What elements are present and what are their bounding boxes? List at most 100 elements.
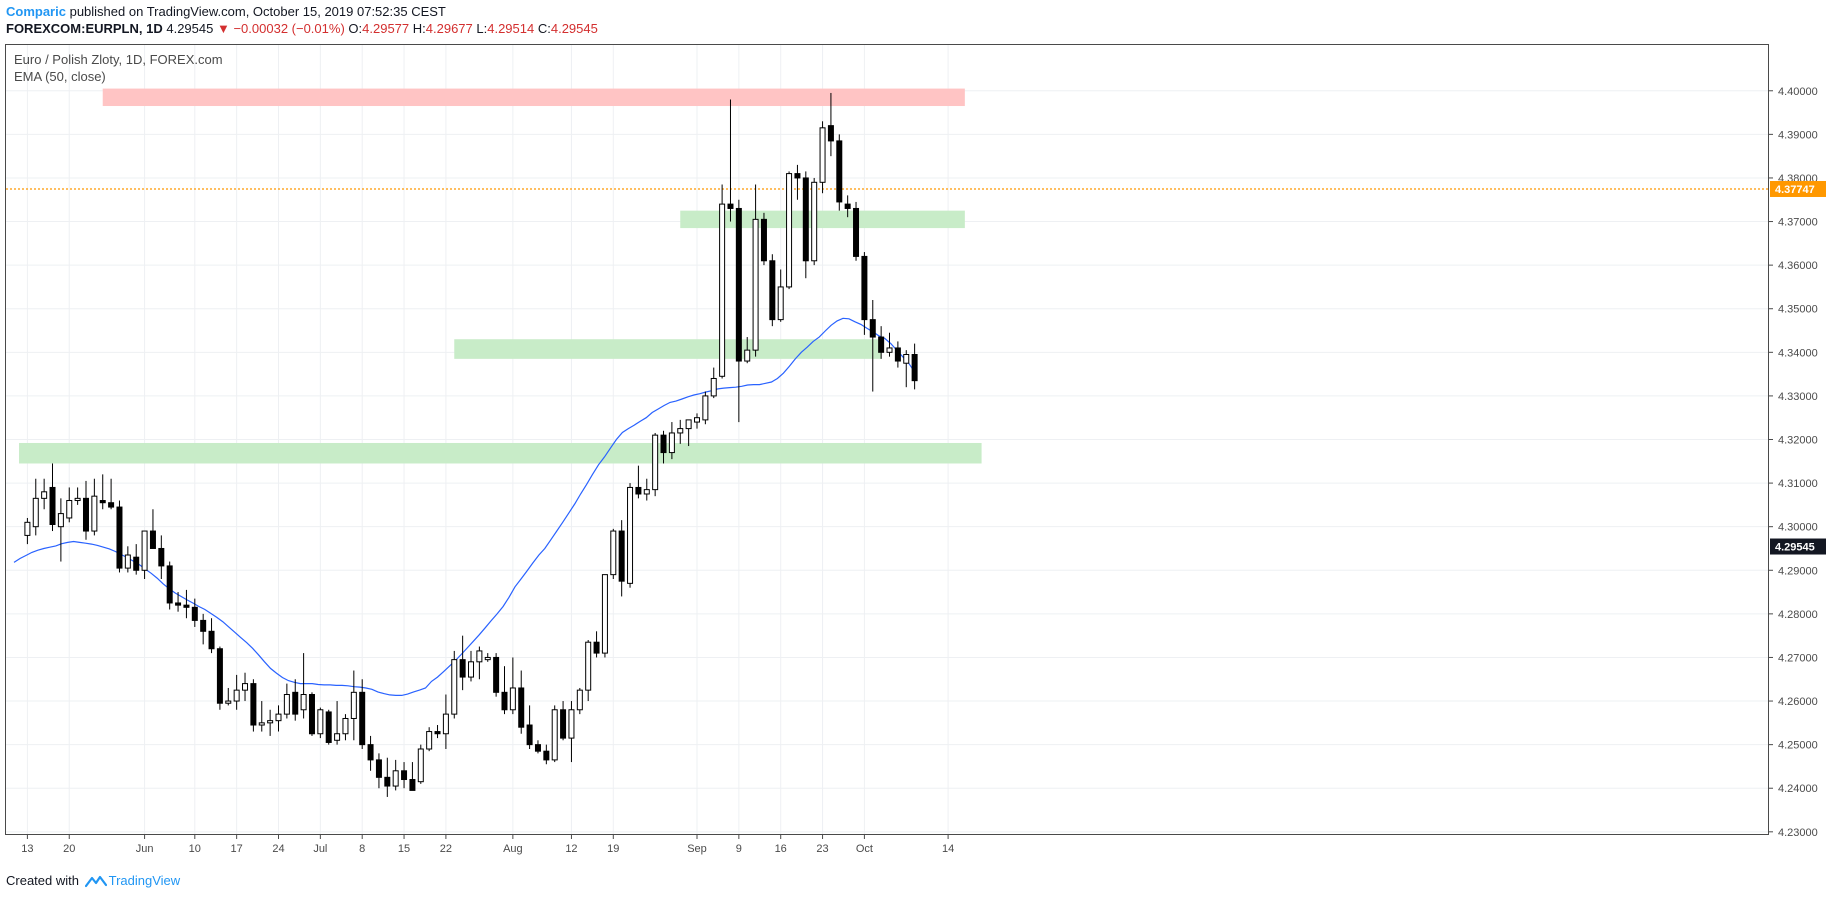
candle [618,520,625,597]
candle-body-up [576,689,583,711]
candle [359,679,366,749]
low-label: L: [476,21,488,36]
x-tick-label: 17 [231,843,243,855]
candle [601,574,608,658]
symbol-ohlc-line: FOREXCOM:EURPLN, 1D 4.29545 ▼ −0.00032 (… [6,21,598,36]
candle-body-down [191,606,198,621]
candle-body-down [635,486,642,495]
candle-body-up [342,717,349,735]
candle-body-down [878,336,885,353]
candle-body-up [643,489,650,495]
candle [752,184,759,357]
candle [66,487,73,523]
x-tick-label: Oct [856,843,873,855]
candle [57,498,64,562]
candle [886,332,893,357]
candle-body-up [141,530,148,571]
candle [911,343,918,390]
candle-body-down [853,207,860,257]
y-tick-label: 4.32000 [1778,435,1818,447]
open-label: O: [348,21,363,36]
candle [459,635,466,691]
y-tick-label: 4.34000 [1778,347,1818,359]
candle [827,92,834,157]
time-axis[interactable]: 13 20 Jun 10 17 24 Jul 8 15 22 Aug 12 19 Sep 9 16 23 Oct 1… [21,834,954,855]
candle [484,653,491,662]
candle-body-down [543,750,550,761]
zone-resistance [102,88,965,107]
candle [534,740,541,754]
candle-body-up [585,641,592,691]
zone-support-low [19,442,982,464]
price-zones [19,88,982,464]
candle [384,757,391,797]
candle [32,478,39,536]
candle-body-up [225,700,232,704]
candle [292,679,299,721]
candle-body-down [660,434,667,454]
candle-body-up [275,713,282,722]
candle-body-down [401,770,408,781]
candle-body-down [769,260,776,321]
candle-body-down [250,683,257,726]
candle [501,666,508,715]
candle [568,701,575,763]
candle [643,478,650,501]
candle-body-up [610,530,617,576]
footer: Created with TradingView [6,873,180,888]
x-tick-label: 24 [272,843,284,855]
candle [853,201,860,261]
candle-body-down [208,630,215,650]
candle [308,692,315,736]
candle [99,474,106,510]
tradingview-link[interactable]: TradingView [108,873,181,888]
candle [250,679,257,732]
price-chart[interactable]: 4.400004.390004.380004.370004.360004.350… [0,0,1828,870]
x-tick-label: 14 [942,843,954,855]
candle-body-down [501,691,508,711]
candle-body-down [359,691,366,746]
hline-price-badge [1770,180,1826,197]
candle-body-up [74,497,81,502]
candle-body-down [158,547,165,567]
open-value: 4.29577 [362,21,410,36]
candle-body-down [911,353,918,382]
candle [417,744,424,784]
published-text: published on TradingView.com, October 15… [69,4,446,19]
publisher-name[interactable]: Comparic [6,4,66,19]
candle [794,164,801,200]
close-value: 4.29545 [550,21,598,36]
y-tick-label: 4.37000 [1778,217,1818,229]
last-price: 4.29545 [166,21,214,36]
candle [760,212,767,266]
candle [158,535,165,579]
candle-body-up [124,554,131,569]
candle [133,544,140,575]
candle [551,705,558,763]
candle-body-up [442,713,449,735]
price-change: ▼ −0.00032 (−0.01%) [216,21,345,36]
y-tick-label: 4.30000 [1778,522,1818,534]
candle [468,650,475,682]
candle [560,701,567,741]
candle [116,500,123,573]
candle [275,705,282,732]
candle [392,759,399,791]
x-tick-label: 9 [736,843,742,855]
candle-body-up [300,694,307,711]
candle-body-down [166,565,173,604]
candle [769,254,776,327]
candle [350,670,357,741]
price-axis[interactable]: 4.400004.390004.380004.370004.360004.350… [1768,86,1826,839]
y-tick-label: 4.23000 [1778,827,1818,839]
hline-price-label: 4.37747 [1775,184,1815,196]
candle [744,337,751,364]
candle-body-up [668,432,675,454]
x-tick-label: 8 [359,843,365,855]
candle-body-down [760,218,767,262]
y-tick-label: 4.26000 [1778,696,1818,708]
close-label: C: [537,21,551,36]
x-tick-label: Sep [687,843,707,855]
candle-body-up [242,683,249,691]
candle-body-up [694,417,700,423]
